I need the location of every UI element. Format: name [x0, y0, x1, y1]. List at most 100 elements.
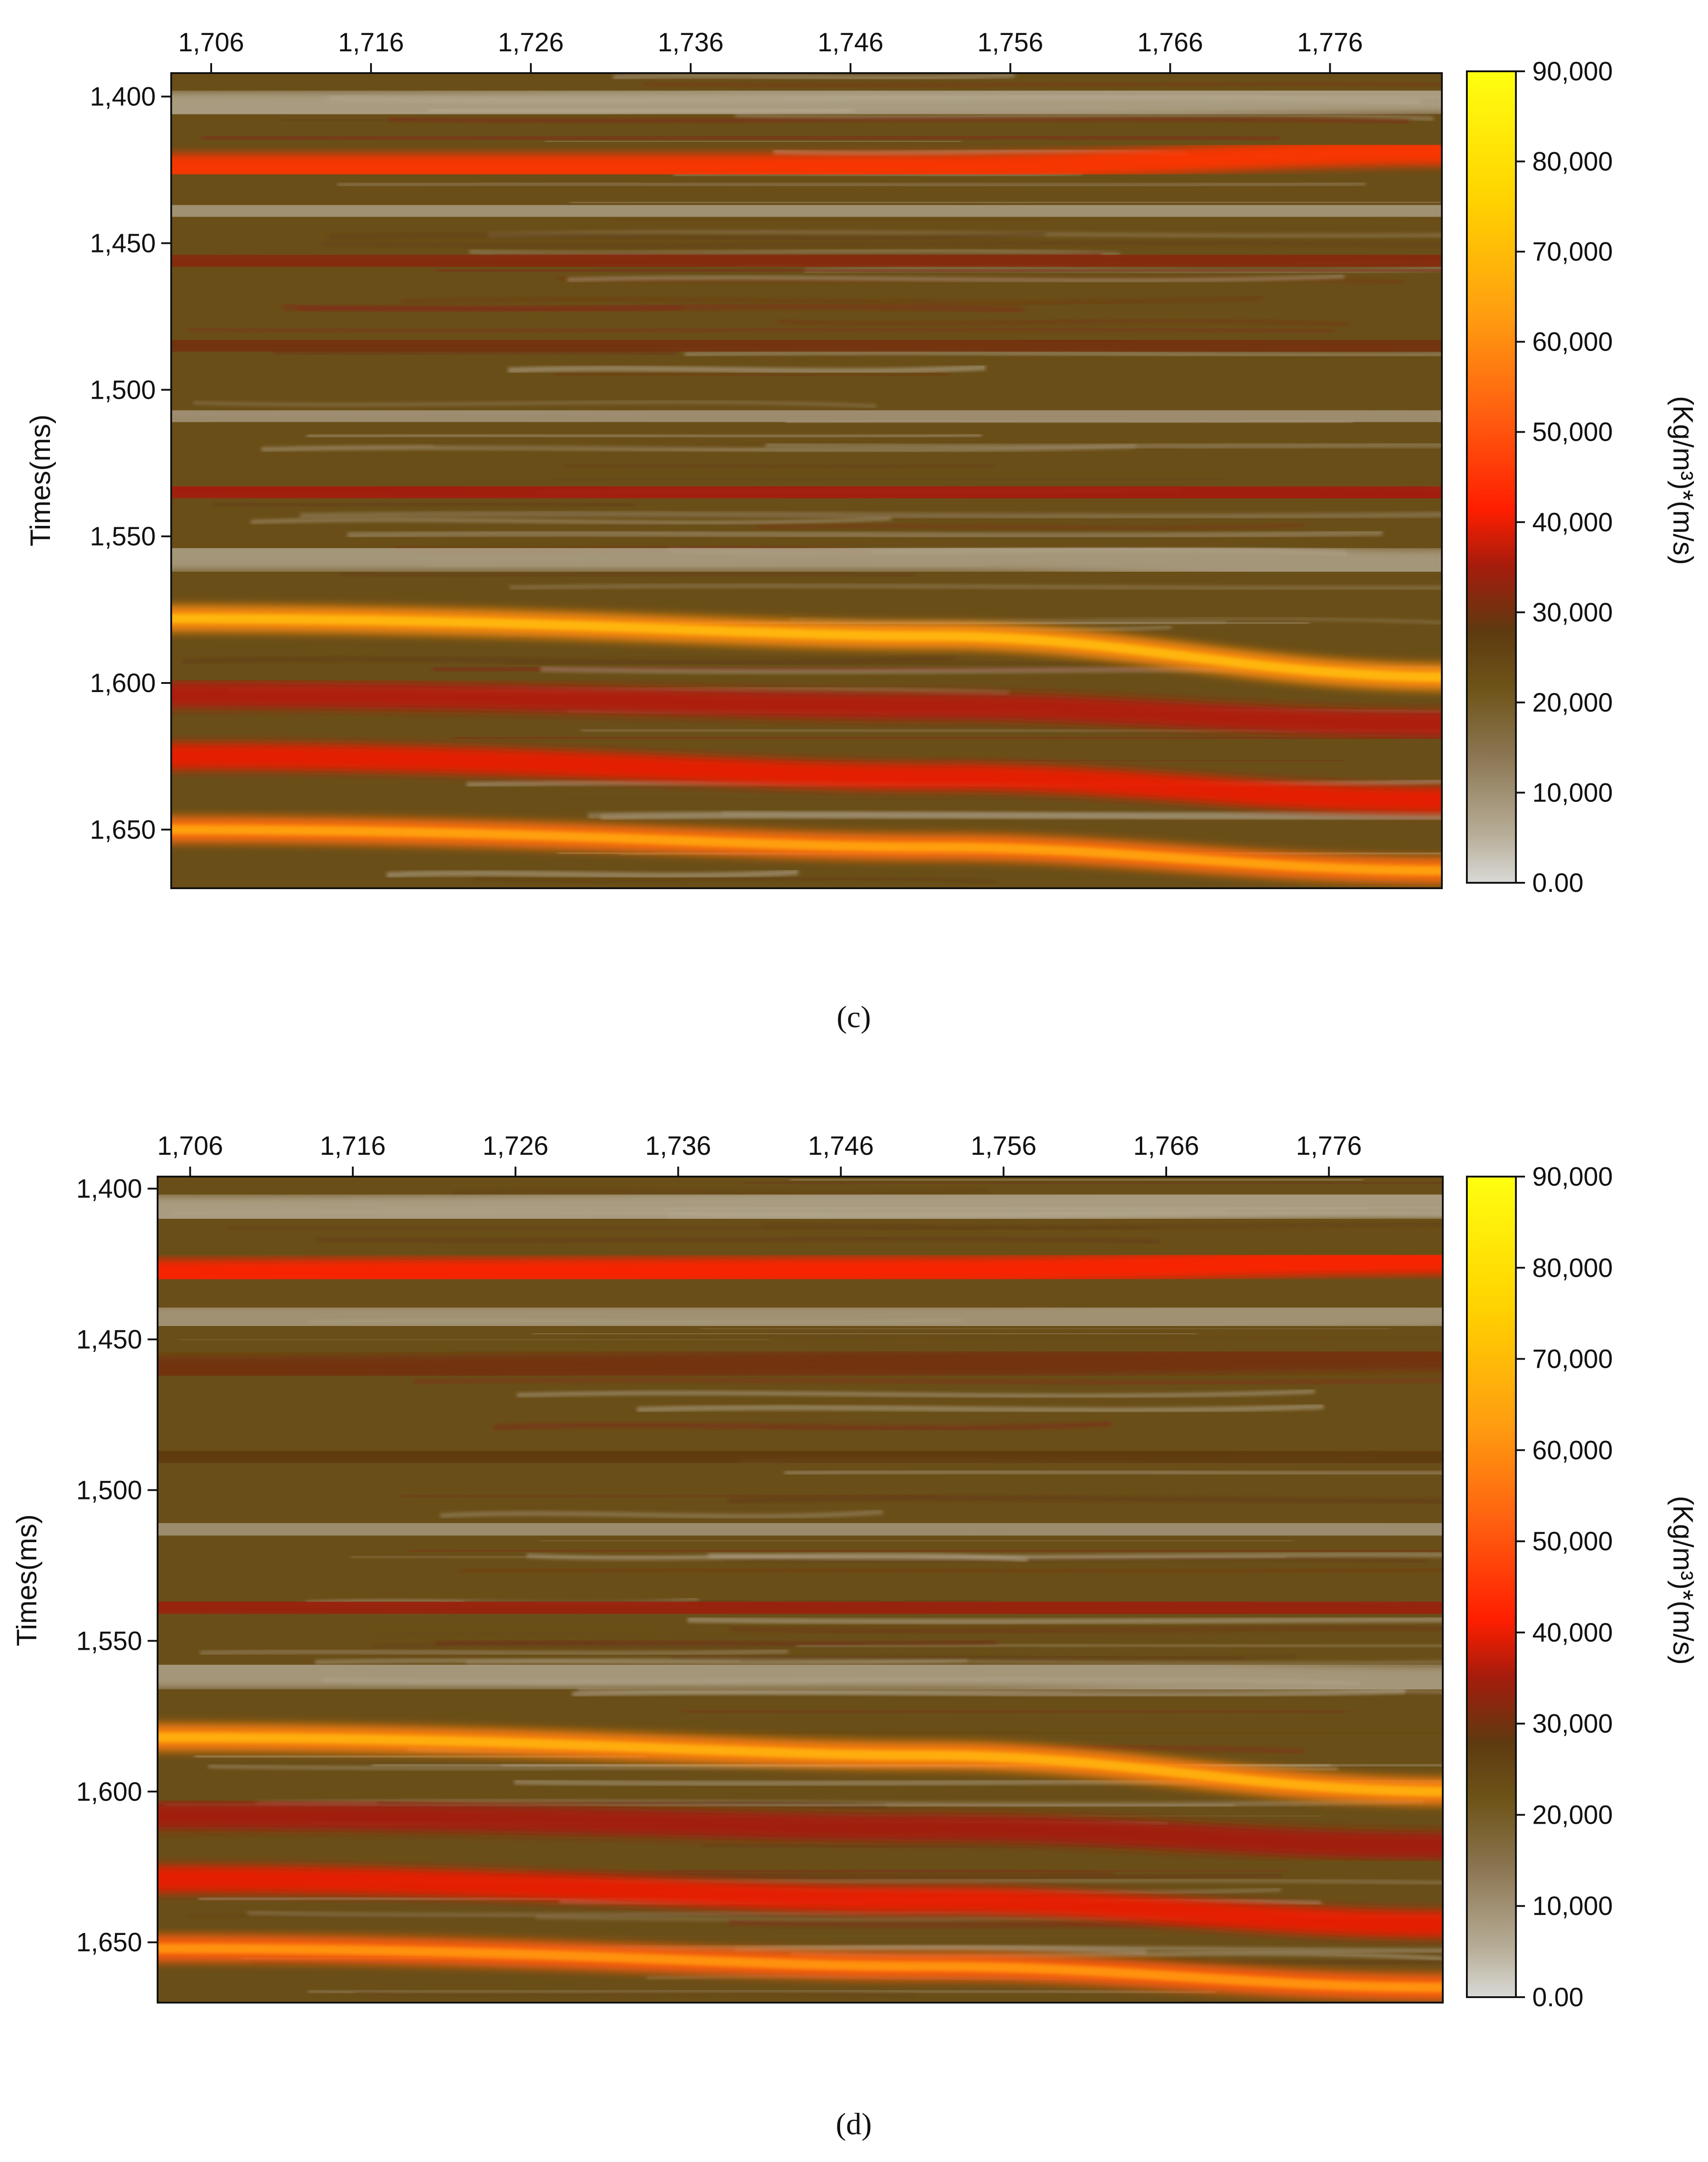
texture-streak	[328, 234, 1045, 238]
colorbar-tick-label: 60,000	[1532, 327, 1613, 357]
panel-label-d: (d)	[836, 2107, 871, 2141]
colorbar-d: 90,00080,00070,00060,00050,00040,00030,0…	[1467, 1162, 1613, 2012]
horizon-band	[162, 152, 1451, 167]
x-tick-label: 1,776	[1297, 28, 1363, 57]
panel-d: 1,706 1,716 1,726 1,736 1,746 1,756 1,766 1,776…	[11, 1131, 1708, 2141]
texture-streak	[351, 1557, 1287, 1558]
texture-streak	[355, 1994, 916, 1997]
texture-streak	[297, 307, 682, 309]
texture-streak	[453, 737, 1548, 738]
y-tick-label: 1,400	[76, 1174, 142, 1204]
colorbar-tick-label: 80,000	[1532, 147, 1613, 177]
y-tick-label: 1,500	[90, 375, 156, 405]
y-tick-label: 1,450	[76, 1325, 142, 1354]
horizon-band	[149, 1261, 1452, 1273]
texture-streak	[545, 141, 961, 142]
y-tick-label: 1,600	[90, 668, 156, 698]
x-tick-label: 1,716	[338, 28, 404, 57]
y-axis-title-d: Times(ms)	[11, 1514, 43, 1646]
x-tick-label: 1,706	[178, 28, 244, 57]
texture-streak	[307, 435, 981, 436]
x-tick-label: 1,776	[1296, 1131, 1362, 1161]
texture-streak	[790, 1179, 1363, 1180]
colorbar-gradient-d	[1467, 1177, 1516, 1997]
colorbar-tick-label: 10,000	[1532, 778, 1613, 807]
x-tick-label: 1,726	[498, 28, 564, 57]
texture-streak	[347, 533, 1382, 536]
colorbar-tick-label: 50,000	[1532, 417, 1613, 447]
texture-streak	[202, 137, 1280, 139]
horizon-band	[162, 258, 1451, 264]
y-tick-label: 1,400	[90, 82, 156, 112]
horizon-band	[149, 1605, 1452, 1611]
colorbar-tick-label: 70,000	[1532, 1345, 1613, 1374]
texture-streak	[278, 657, 1026, 658]
x-tick-label: 1,766	[1133, 1131, 1199, 1161]
y-tick-label: 1,450	[90, 228, 156, 258]
y-tick-label: 1,500	[76, 1475, 142, 1505]
horizon-band	[149, 1454, 1452, 1460]
x-tick-label: 1,766	[1137, 28, 1203, 57]
x-tick-label: 1,716	[320, 1131, 386, 1161]
texture-streak	[386, 872, 798, 876]
x-axis-d: 1,706 1,716 1,726 1,736 1,746 1,756 1,766 1,776	[157, 1131, 1362, 1177]
texture-streak	[581, 730, 1708, 731]
horizon-light	[149, 1671, 1452, 1683]
panel-label-c: (c)	[837, 999, 871, 1034]
horizon-band	[162, 490, 1451, 495]
colorbar-title-c: (Kg/m³)*(m/s)	[1667, 396, 1698, 565]
colorbar-c: 90,000 80,000 70,000 60,000 50,000 40,000 30,0…	[1467, 57, 1613, 898]
texture-streak	[316, 1238, 1159, 1242]
horizon-light	[149, 1312, 1452, 1321]
colorbar-ticks-c: 90,000 80,000 70,000 60,000 50,000 40,000 30,0…	[1516, 57, 1613, 898]
x-tick-label: 1,726	[483, 1131, 549, 1161]
colorbar-tick-label: 50,000	[1532, 1527, 1613, 1556]
x-tick-label: 1,736	[645, 1131, 711, 1161]
colorbar-tick-label: 40,000	[1532, 1618, 1613, 1647]
colorbar-tick-label: 30,000	[1532, 1709, 1613, 1739]
x-tick-label: 1,706	[157, 1131, 223, 1161]
colorbar-tick-label: 70,000	[1532, 237, 1613, 267]
colorbar-tick-label: 90,000	[1532, 57, 1613, 86]
horizon-light	[149, 1526, 1452, 1532]
colorbar-title-d: (Kg/m³)*(m/s)	[1667, 1496, 1698, 1665]
colorbar-tick-label: 90,000	[1532, 1162, 1613, 1192]
x-tick-label: 1,746	[817, 28, 883, 57]
y-tick-label: 1,650	[76, 1928, 142, 1957]
texture-streak	[503, 662, 1177, 664]
colorbar-tick-label: 40,000	[1532, 508, 1613, 537]
texture-streak	[637, 1406, 1323, 1410]
y-tick-label: 1,600	[76, 1777, 142, 1806]
y-axis-d: 1,400 1,450 1,500 1,550 1,600 1,650	[76, 1174, 158, 1958]
y-axis-title-c: Times(ms)	[25, 415, 56, 546]
horizon-band	[149, 1357, 1452, 1370]
horizon-light	[162, 554, 1451, 566]
colorbar-tick-label: 30,000	[1532, 598, 1613, 627]
y-tick-label: 1,550	[76, 1626, 142, 1656]
horizon-band	[162, 343, 1451, 349]
texture-streak	[613, 75, 1015, 78]
colorbar-tick-label: 0.00	[1532, 1983, 1584, 2012]
texture-streak	[683, 1711, 1348, 1712]
texture-streak	[300, 513, 1544, 516]
colorbar-gradient-c	[1467, 71, 1516, 883]
texture-streak	[564, 465, 995, 467]
y-tick-label: 1,650	[90, 815, 156, 845]
x-tick-label: 1,756	[970, 1131, 1036, 1161]
colorbar-ticks-d: 90,00080,00070,00060,00050,00040,00030,0…	[1516, 1162, 1613, 2012]
horizon-light	[162, 413, 1451, 419]
texture-streak	[508, 367, 985, 371]
x-axis-c: 1,706 1,716 1,726 1,736 1,746 1,756 1,766 1,776	[178, 28, 1363, 73]
horizon-light	[162, 208, 1451, 214]
colorbar-tick-label: 80,000	[1532, 1253, 1613, 1283]
texture-streak	[339, 574, 915, 575]
x-tick-label: 1,736	[658, 28, 723, 57]
y-tick-label: 1,550	[90, 522, 156, 551]
horizon-light	[149, 1201, 1452, 1213]
colorbar-tick-label: 20,000	[1532, 1800, 1613, 1830]
texture-streak	[728, 1496, 1708, 1501]
x-tick-label: 1,756	[977, 28, 1043, 57]
horizon-light	[162, 97, 1451, 109]
x-tick-label: 1,746	[808, 1131, 874, 1161]
